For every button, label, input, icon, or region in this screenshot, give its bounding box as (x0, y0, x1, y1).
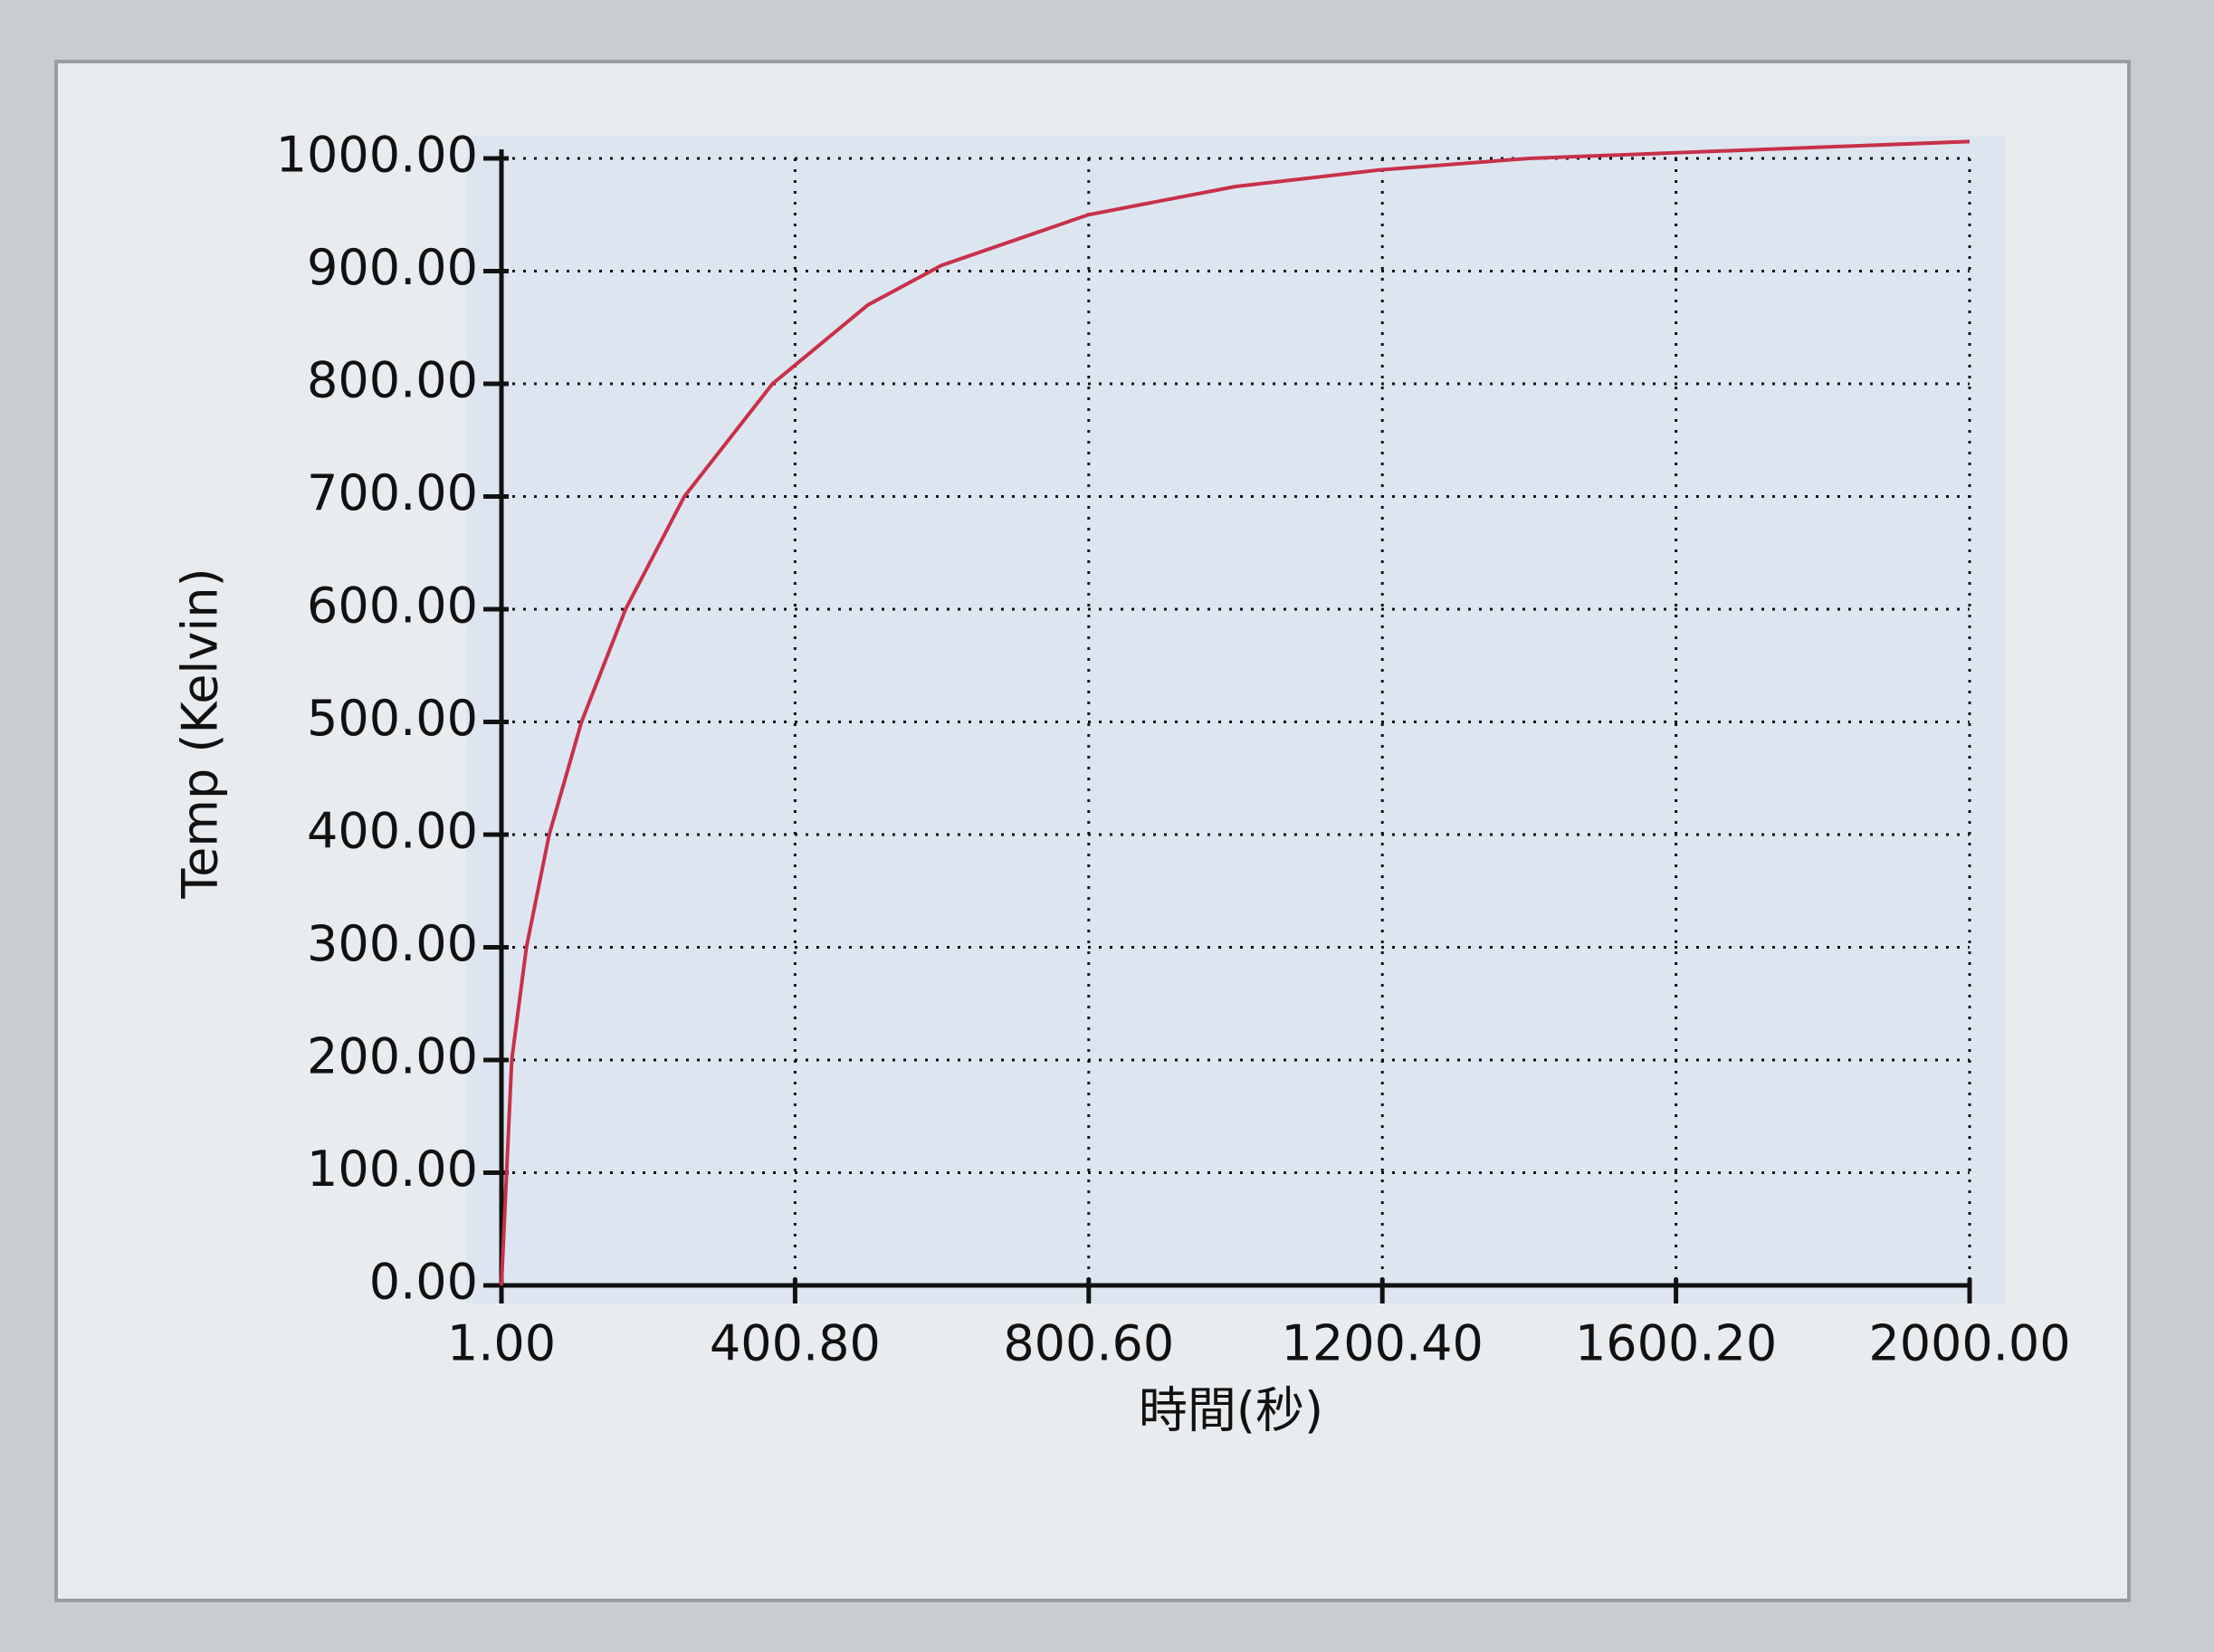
y-axis-label: Temp (Kelvin) (172, 568, 229, 899)
x-axis-label: 時間(秒) (1139, 1382, 1323, 1439)
x-tick-label: 400.80 (710, 1315, 881, 1372)
y-tick-label: 0.00 (369, 1254, 478, 1311)
x-tick-label: 800.60 (1003, 1315, 1174, 1372)
x-tick-label: 1600.20 (1575, 1315, 1777, 1372)
y-tick-label: 900.00 (307, 239, 478, 296)
y-tick-label: 100.00 (307, 1141, 478, 1198)
y-tick-label: 500.00 (307, 690, 478, 747)
plot-area (466, 136, 2005, 1303)
y-tick-label: 800.00 (307, 352, 478, 409)
y-tick-label: 300.00 (307, 915, 478, 972)
x-tick-label: 1.00 (447, 1315, 556, 1372)
data-line (500, 139, 1971, 1286)
y-tick-label: 600.00 (307, 578, 478, 635)
x-tick-label: 2000.00 (1868, 1315, 2070, 1372)
x-tick-label: 1200.40 (1282, 1315, 1484, 1372)
y-tick-label: 400.00 (307, 803, 478, 860)
y-tick-label: 700.00 (307, 464, 478, 521)
y-tick-label: 1000.00 (276, 127, 478, 184)
y-tick-label: 200.00 (307, 1028, 478, 1085)
